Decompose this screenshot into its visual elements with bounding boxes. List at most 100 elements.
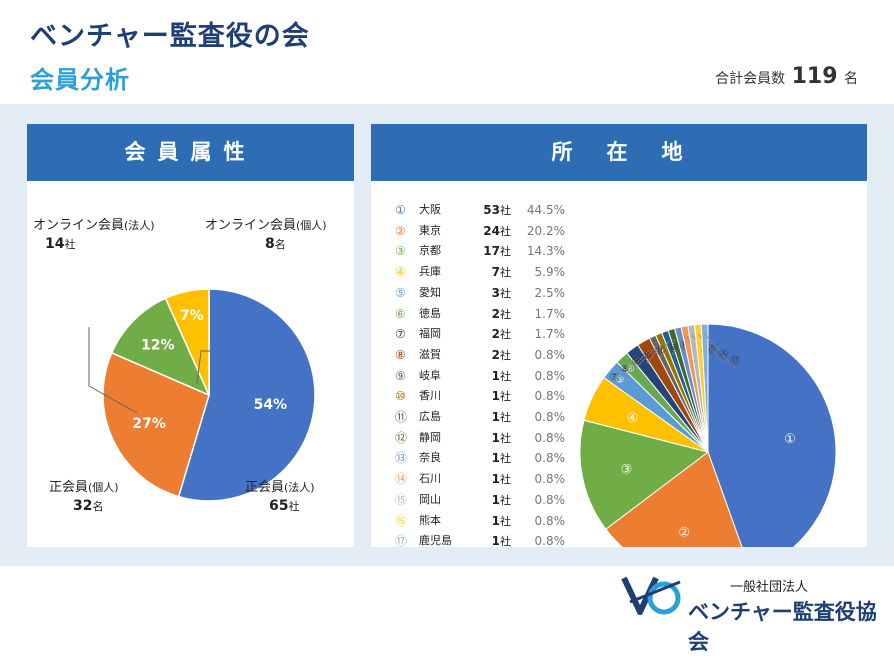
location-legend: ① 大阪 53社 44.5% ② 東京 24社 20.2% ③ 京都 17社 14.3% ④ 兵庫 7社 5.…: [371, 200, 571, 549]
legend-percent: 44.5%: [526, 203, 565, 217]
attribute-panel-title: 会員属性: [27, 124, 354, 181]
legend-prefecture: 東京: [419, 223, 441, 237]
attribute-label-2: オンライン会員(法人) 14社: [33, 216, 155, 254]
location-slice-marker-11: ⑪: [655, 345, 665, 357]
legend-unit: 社: [500, 390, 511, 404]
location-slice-marker-17: ⑰: [730, 355, 740, 367]
legend-row-3: ③ 京都 17社 14.3%: [395, 241, 575, 261]
legend-percent: 0.8%: [534, 534, 566, 549]
legend-unit: 社: [500, 307, 511, 321]
legend-unit: 社: [500, 473, 511, 487]
location-leader-12: [672, 339, 675, 356]
legend-marker: ⑯: [395, 513, 408, 528]
attribute-slice-percent-1: 27%: [132, 416, 166, 432]
legend-unit: 社: [500, 493, 511, 507]
location-slice-marker-6: ⑥: [626, 364, 635, 375]
legend-row-10: ⑩ 香川 1社 0.8%: [395, 386, 575, 406]
location-leader-8: [624, 350, 649, 377]
total-value: 119: [791, 64, 838, 89]
legend-row-6: ⑥ 徳島 2社 1.7%: [395, 304, 575, 324]
legend-count: 2: [491, 327, 500, 342]
attribute-label-unit: 社: [64, 238, 76, 251]
legend-prefecture: 香川: [419, 389, 441, 403]
attribute-label-sub: (法人): [124, 219, 155, 232]
legend-count: 1: [491, 430, 500, 445]
legend-count: 1: [491, 410, 500, 424]
location-leader-9: [635, 345, 658, 369]
attribute-label-sub: (個人): [88, 481, 119, 494]
attribute-slice-0: [177, 288, 316, 502]
location-slice-1: [707, 323, 837, 547]
attribute-label-value: 32: [73, 498, 93, 514]
legend-percent: 0.8%: [534, 451, 566, 466]
attribute-label-sub: (個人): [296, 219, 327, 232]
legend-marker: ⑪: [395, 410, 408, 424]
legend-prefecture: 岐阜: [419, 368, 441, 382]
legend-prefecture: 石川: [419, 472, 441, 486]
legend-unit: 社: [500, 286, 511, 300]
legend-row-8: ⑧ 滋賀 2社 0.8%: [395, 345, 575, 365]
legend-unit: 社: [500, 348, 511, 362]
legend-marker: ⑮: [395, 492, 408, 507]
legend-marker: ⑤: [395, 285, 406, 300]
legend-row-4: ④ 兵庫 7社 5.9%: [395, 262, 575, 282]
legend-marker: ⑥: [395, 306, 406, 321]
legend-percent: 0.8%: [534, 368, 566, 383]
legend-unit: 社: [500, 328, 511, 342]
legend-unit: 社: [500, 245, 511, 259]
total-prefix: 合計会員数: [715, 71, 786, 87]
legend-row-13: ⑬ 奈良 1社 0.8%: [395, 448, 575, 468]
legend-row-15: ⑮ 岡山 1社 0.8%: [395, 490, 575, 510]
location-slice-marker-2: ②: [678, 526, 690, 541]
location-slice-marker-5: ⑤: [615, 375, 624, 386]
legend-percent: 0.8%: [534, 389, 566, 404]
legend-prefecture: 静岡: [419, 430, 441, 444]
legend-row-11: ⑪ 広島 1社 0.8%: [395, 407, 575, 427]
legend-count: 24: [483, 223, 500, 238]
location-slice-marker-4: ④: [627, 411, 639, 426]
location-slice-marker-8: ⑧: [621, 364, 630, 375]
attribute-label-unit: 名: [274, 238, 286, 251]
attribute-label-0: 正会員(法人) 65社: [245, 478, 315, 516]
legend-count: 1: [491, 368, 500, 383]
legend-percent: 0.8%: [534, 410, 566, 424]
location-slice-marker-9: ⑨: [632, 356, 641, 367]
legend-prefecture: 福岡: [419, 327, 441, 341]
location-slice-17: [700, 323, 709, 453]
legend-percent: 5.9%: [534, 265, 566, 280]
legend-marker: ①: [395, 203, 406, 217]
page-subtitle: 会員分析: [30, 66, 130, 94]
legend-prefecture: 京都: [419, 244, 441, 258]
legend-count: 1: [491, 492, 500, 507]
total-unit: 名: [844, 71, 858, 87]
legend-row-12: ⑫ 静岡 1社 0.8%: [395, 428, 575, 448]
legend-marker: ⑫: [395, 430, 408, 445]
logo-icon: [621, 576, 681, 615]
legend-percent: 1.7%: [534, 306, 566, 321]
attribute-slice-1: [102, 351, 210, 498]
location-slice-marker-1: ①: [784, 432, 796, 447]
attribute-slice-2: [110, 297, 211, 397]
legend-unit: 社: [500, 266, 511, 280]
legend-unit: 社: [500, 431, 511, 445]
attribute-label-name: オンライン会員: [205, 218, 297, 233]
legend-marker: ③: [395, 244, 406, 259]
legend-count: 17: [483, 244, 500, 259]
page-title: ベンチャー監査役の会: [30, 21, 310, 52]
attribute-label-unit: 名: [92, 500, 104, 513]
legend-count: 53: [483, 203, 500, 217]
attribute-label-value: 14: [45, 236, 65, 252]
location-slice-marker-10: ⑩: [643, 351, 652, 362]
attribute-slice-percent-2: 12%: [141, 337, 175, 353]
legend-marker: ⑧: [395, 347, 406, 362]
legend-marker: ⑦: [395, 327, 406, 342]
legend-percent: 0.8%: [534, 492, 566, 507]
legend-count: 1: [491, 534, 500, 549]
legend-row-1: ① 大阪 53社 44.5%: [395, 200, 575, 220]
legend-count: 7: [491, 265, 500, 280]
legend-prefecture: 鹿児島: [419, 534, 452, 548]
legend-unit: 社: [500, 535, 511, 549]
legend-prefecture: 兵庫: [419, 265, 441, 279]
legend-count: 1: [491, 451, 500, 466]
attribute-label-name: オンライン会員: [33, 218, 125, 233]
